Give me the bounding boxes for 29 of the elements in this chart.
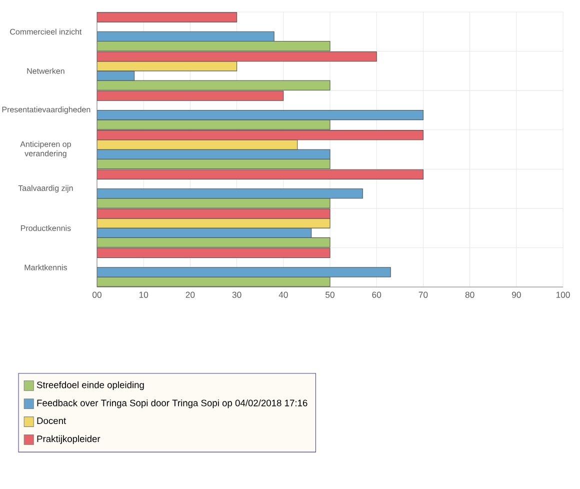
legend-label: Praktijkopleider <box>37 435 100 444</box>
x-tick-label: 90 <box>512 292 521 298</box>
x-tick-label: 00 <box>92 292 102 298</box>
x-tick-label: 80 <box>465 292 474 298</box>
bar <box>97 228 312 238</box>
x-tick-label: 50 <box>326 292 334 298</box>
x-tick-label: 30 <box>232 292 242 298</box>
bar <box>97 267 391 278</box>
legend-label: Streefdoel einde opleiding <box>36 381 144 390</box>
y-tick-label: Taalvaardig zijn <box>18 185 73 193</box>
legend-label: Feedback over Tringa Sopi door Tringa Sopi op 04/02/2018 17:16 <box>37 399 308 408</box>
y-tick-label: Productkennis <box>21 225 71 232</box>
x-tick-label: 40 <box>278 292 288 298</box>
x-tick-label: 10 <box>139 292 148 298</box>
legend-label: Docent <box>37 418 66 424</box>
y-tick-label: Presentatievaardigheden <box>2 106 90 114</box>
x-tick-label: 60 <box>372 292 382 298</box>
bar <box>97 31 274 42</box>
y-tick-label: Commercieel inzicht <box>10 28 82 35</box>
bar <box>97 188 363 199</box>
bar <box>97 110 424 120</box>
y-tick-label: Marktkennis <box>24 264 67 270</box>
bar <box>97 12 238 22</box>
y-tick-label: Anticiperen op verandering <box>20 141 71 158</box>
x-tick-label: 70 <box>418 292 428 298</box>
y-tick-label: Netwerken <box>27 68 64 74</box>
x-tick-label: 20 <box>186 292 195 298</box>
bar <box>97 149 330 160</box>
x-tick-label: 100 <box>556 292 570 298</box>
